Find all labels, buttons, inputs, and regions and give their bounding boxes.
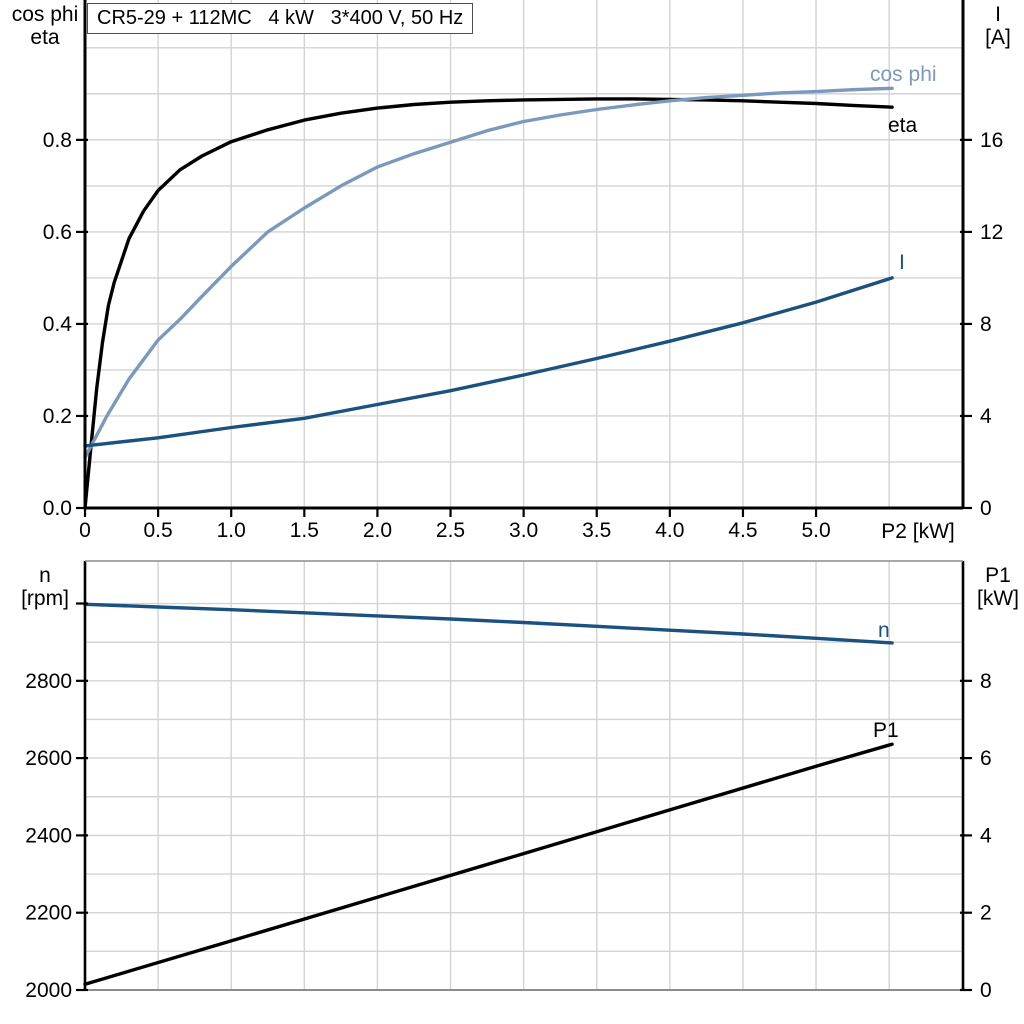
curve-cos-phi [83, 86, 894, 460]
tick-label-left: 0.0 [43, 497, 72, 520]
tick-label-left: 0.2 [43, 405, 72, 428]
tick-label-left: 0.4 [43, 313, 73, 336]
tick-label-right: 8 [980, 670, 992, 693]
eta-axis-label: eta [30, 26, 60, 49]
tick-label-x: 1.5 [290, 519, 319, 542]
tick-label-left: 0.8 [43, 129, 72, 152]
tick-label-x: 4.5 [728, 519, 757, 542]
tick-label-right: 2 [980, 902, 992, 925]
speed-unit-label: [rpm] [21, 587, 69, 610]
tick-label-x: 0 [79, 519, 91, 542]
tick-label-left: 2800 [25, 670, 72, 693]
tick-label-x: 4.0 [655, 519, 684, 542]
top-left-axis-header: cos phi eta [6, 3, 84, 49]
tick-label-right: 16 [980, 129, 1003, 152]
current-axis-label: I [995, 3, 1001, 26]
tick-label-x: 5.0 [801, 519, 830, 542]
tick-label-x: 2.5 [436, 519, 465, 542]
tick-label-left: 2200 [25, 902, 72, 925]
tick-label-right: 8 [980, 313, 992, 336]
p1-unit-label: [kW] [977, 587, 1019, 610]
speed-curve-label: n [878, 619, 890, 642]
tick-label-x: 3.0 [509, 519, 538, 542]
curve-I [83, 276, 894, 448]
chart-title-box: CR5-29 + 112MC 4 kW 3*400 V, 50 Hz [87, 3, 474, 34]
tick-label-left: 0.6 [43, 221, 72, 244]
tick-label-left: 2600 [25, 747, 72, 770]
x-axis-label-p2: P2 [kW] [881, 520, 955, 543]
speed-axis-label: n [39, 564, 51, 587]
tick-label-left: 2400 [25, 824, 72, 847]
cos-phi-curve-label: cos phi [870, 63, 937, 86]
cos-phi-axis-label: cos phi [11, 3, 79, 26]
tick-label-right: 4 [980, 824, 992, 847]
curve-eta [83, 97, 894, 510]
eta-curve-label: eta [888, 114, 918, 137]
tick-label-right: 6 [980, 747, 992, 770]
tick-label-right: 4 [980, 405, 992, 428]
p1-axis-label: P1 [985, 564, 1011, 587]
tick-label-x: 1.0 [217, 519, 246, 542]
tick-label-left: 2000 [25, 979, 72, 1002]
tick-label-right: 0 [980, 497, 992, 520]
curve-P1 [83, 742, 894, 986]
curve-n [83, 602, 894, 645]
bottom-right-axis-header: P1 [kW] [972, 564, 1024, 610]
tick-label-x: 2.0 [363, 519, 392, 542]
top-right-axis-header: I [A] [972, 3, 1024, 49]
current-unit-label: [A] [985, 26, 1011, 49]
p1-curve-label: P1 [873, 719, 899, 742]
tick-label-right: 12 [980, 221, 1003, 244]
tick-label-right: 0 [980, 979, 992, 1002]
current-curve-label: I [899, 251, 905, 274]
tick-label-x: 3.5 [582, 519, 611, 542]
tick-label-x: 0.5 [144, 519, 173, 542]
bottom-left-axis-header: n [rpm] [6, 564, 84, 610]
